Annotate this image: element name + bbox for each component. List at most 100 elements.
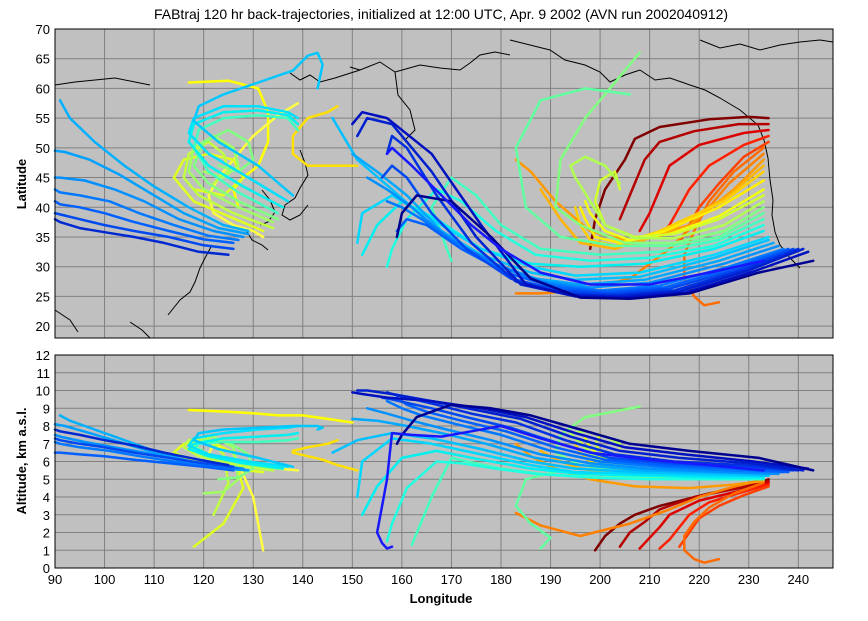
trajectory-line	[356, 116, 805, 298]
latitude-y-ticks: 20 25 30 35 40 45 50 55 60 65 70	[36, 22, 50, 334]
x-tick-label: 240	[787, 572, 809, 587]
trajectory-line	[53, 176, 245, 239]
latitude-panel-background	[54, 28, 834, 339]
trajectory-line	[58, 99, 250, 233]
trajectory-line	[365, 407, 780, 476]
trajectory-line	[351, 391, 810, 470]
trajectory-line	[618, 479, 770, 548]
trajectory-line	[385, 399, 785, 474]
trajectory-line	[579, 179, 765, 245]
trajectory-line	[331, 431, 770, 477]
y-tick-label: 70	[36, 22, 50, 37]
trajectory-line	[583, 188, 765, 242]
y-tick-label: 2	[43, 526, 50, 541]
x-tick-label: 230	[738, 572, 760, 587]
trajectory-line	[638, 128, 770, 233]
altitude-x-ticks: 90 100 110 120 130 140 150 160 170 180 190 200 210 22…	[48, 572, 809, 587]
y-tick-label: 8	[43, 419, 50, 434]
y-tick-label: 0	[43, 561, 50, 576]
y-tick-label: 11	[37, 366, 51, 381]
trajectory-line	[683, 481, 765, 564]
trajectory-line	[514, 87, 765, 248]
trajectory-line	[385, 424, 765, 481]
trajectory-line	[385, 188, 765, 268]
trajectory-line	[53, 440, 240, 470]
trajectory-line	[395, 396, 790, 474]
y-tick-label: 45	[36, 171, 50, 186]
x-tick-label: 160	[391, 572, 413, 587]
x-tick-label: 110	[144, 572, 165, 587]
trajectory-line	[360, 449, 765, 517]
y-tick-label: 5	[43, 472, 50, 487]
y-tick-label: 7	[43, 437, 50, 452]
trajectory-line	[356, 437, 770, 499]
trajectory-line	[385, 146, 765, 286]
trajectory-line	[53, 149, 250, 236]
altitude-y-label: Altitude, km a.s.l.	[14, 408, 29, 515]
latitude-panel: 20 25 30 35 40 45 50 55 60 65 70 Latitude	[14, 22, 834, 339]
x-tick-label: 120	[193, 572, 215, 587]
x-tick-label: 220	[688, 572, 710, 587]
x-tick-label: 170	[441, 572, 463, 587]
trajectory-line	[658, 483, 770, 550]
trajectory-line	[53, 437, 235, 469]
trajectory-line	[385, 460, 765, 543]
trajectory-line	[192, 424, 324, 469]
y-tick-label: 3	[43, 508, 50, 523]
trajectory-line	[395, 403, 815, 472]
trajectory-line	[395, 217, 790, 293]
trajectory-line	[187, 431, 300, 470]
panel-frame	[54, 354, 834, 569]
trajectory-line	[395, 194, 815, 301]
trajectory-line	[53, 211, 235, 251]
x-tick-label: 150	[341, 572, 363, 587]
trajectory-line	[385, 134, 800, 297]
trajectory-line	[375, 478, 394, 550]
trajectory-line	[554, 51, 765, 245]
y-tick-label: 50	[36, 141, 50, 156]
x-axis-label: Longitude	[410, 591, 473, 606]
y-tick-label: 20	[36, 319, 50, 334]
chart-title: FABtraj 120 hr back-trajectories, initia…	[154, 6, 728, 22]
x-tick-label: 210	[639, 572, 661, 587]
altitude-trajectories	[53, 354, 834, 569]
x-tick-label: 140	[292, 572, 314, 587]
trajectory-line	[192, 51, 324, 197]
x-tick-label: 90	[48, 572, 62, 587]
y-tick-label: 65	[36, 52, 50, 67]
trajectory-line	[53, 188, 240, 242]
trajectory-line	[514, 478, 765, 538]
trajectory-line	[53, 451, 235, 472]
latitude-trajectories	[53, 28, 834, 339]
trajectory-line	[356, 389, 805, 472]
trajectory-line	[539, 164, 765, 251]
trajectory-line	[569, 155, 765, 240]
y-tick-label: 4	[43, 490, 50, 505]
trajectory-line	[187, 408, 354, 424]
trajectory-line	[351, 110, 810, 299]
y-tick-label: 55	[36, 111, 50, 126]
trajectory-line	[192, 128, 280, 221]
trajectory-line	[182, 437, 275, 517]
altitude-panel: 90 100 110 120 130 140 150 160 170 180 190 200 210 22…	[14, 348, 834, 606]
coastline-map	[54, 39, 834, 339]
trajectory-line	[618, 122, 770, 221]
x-tick-label: 130	[242, 572, 264, 587]
trajectory-line	[53, 200, 235, 245]
y-tick-label: 25	[36, 289, 50, 304]
trajectory-line	[187, 109, 300, 209]
y-tick-label: 10	[36, 384, 50, 399]
y-tick-label: 30	[36, 260, 50, 275]
x-tick-label: 100	[94, 572, 116, 587]
trajectory-line	[53, 428, 230, 467]
y-tick-label: 35	[36, 230, 50, 245]
y-tick-label: 9	[43, 401, 50, 416]
latitude-y-label: Latitude	[14, 159, 29, 210]
trajectory-line	[291, 438, 359, 472]
panel-frame	[54, 28, 834, 339]
y-tick-label: 40	[36, 200, 50, 215]
y-tick-label: 60	[36, 81, 50, 96]
x-tick-label: 190	[540, 572, 562, 587]
